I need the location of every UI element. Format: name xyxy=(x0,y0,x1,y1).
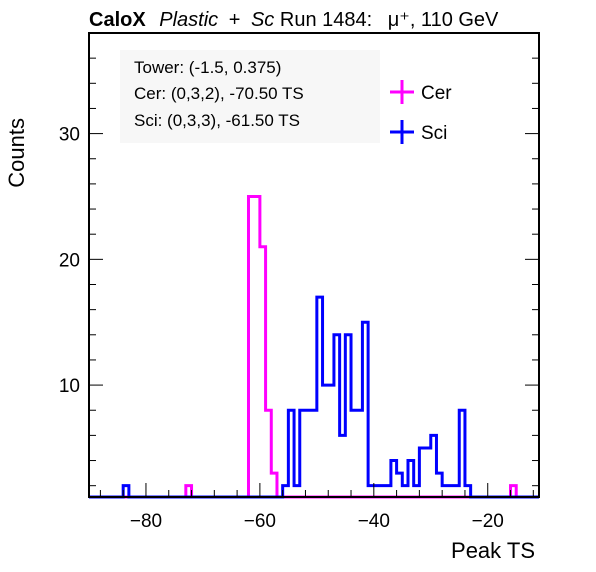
info-tower: Tower: (-1.5, 0.375) xyxy=(134,58,281,77)
info-box xyxy=(120,50,380,143)
chart-header: CaloX Plastic + Sc Run 1484: μ⁺, 110 GeV xyxy=(89,9,499,31)
y-tick-label: 30 xyxy=(59,125,80,146)
series-layer xyxy=(89,194,539,499)
brand-label: CaloX xyxy=(89,9,146,31)
legend-cer-label: Cer xyxy=(421,83,452,104)
series-sci-line xyxy=(89,295,539,499)
beam-label: μ⁺, 110 GeV xyxy=(388,9,499,31)
legend: Cer Sci xyxy=(390,80,452,144)
run-label: Run 1484: xyxy=(280,9,372,31)
plot-frame xyxy=(88,32,540,498)
info-sci: Sci: (0,3,3), -61.50 TS xyxy=(134,111,300,130)
x-tick-label: −20 xyxy=(472,511,504,532)
x-tick-label: −40 xyxy=(358,511,390,532)
x-tick-label: −60 xyxy=(244,511,276,532)
material-2-label: Sc xyxy=(251,9,274,31)
legend-sci-label: Sci xyxy=(421,123,447,144)
x-axis-label: Peak TS xyxy=(451,538,535,563)
material-1-label: Plastic xyxy=(159,9,218,31)
info-cer: Cer: (0,3,2), -70.50 TS xyxy=(134,84,304,103)
x-tick-label: −80 xyxy=(130,511,162,532)
axis-layer: −80 −60 −40 −20 10 20 30 xyxy=(59,32,539,532)
plus-label: + xyxy=(229,9,241,31)
y-tick-label: 20 xyxy=(59,250,80,271)
y-tick-label: 10 xyxy=(59,376,80,397)
series-cer-line xyxy=(89,194,539,499)
y-axis-label: Counts xyxy=(4,118,29,188)
